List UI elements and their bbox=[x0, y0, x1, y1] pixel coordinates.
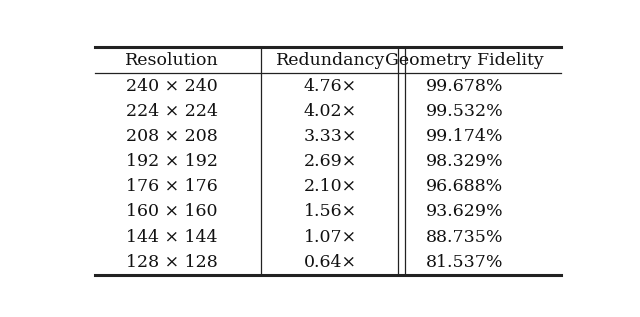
Text: 240 × 240: 240 × 240 bbox=[126, 78, 218, 94]
Text: 81.537%: 81.537% bbox=[426, 254, 503, 271]
Text: 99.174%: 99.174% bbox=[426, 128, 503, 145]
Text: Geometry Fidelity: Geometry Fidelity bbox=[385, 51, 544, 68]
Text: 224 × 224: 224 × 224 bbox=[125, 103, 218, 120]
Text: 3.33×: 3.33× bbox=[304, 128, 357, 145]
Text: 2.10×: 2.10× bbox=[304, 178, 357, 195]
Text: 99.678%: 99.678% bbox=[426, 78, 503, 94]
Text: 176 × 176: 176 × 176 bbox=[126, 178, 218, 195]
Text: 96.688%: 96.688% bbox=[426, 178, 503, 195]
Text: 192 × 192: 192 × 192 bbox=[125, 153, 218, 170]
Text: 4.02×: 4.02× bbox=[304, 103, 357, 120]
Text: 160 × 160: 160 × 160 bbox=[126, 204, 218, 220]
Text: 2.69×: 2.69× bbox=[304, 153, 357, 170]
Text: 99.532%: 99.532% bbox=[426, 103, 503, 120]
Text: 208 × 208: 208 × 208 bbox=[126, 128, 218, 145]
Text: 144 × 144: 144 × 144 bbox=[126, 229, 218, 246]
Text: 0.64×: 0.64× bbox=[304, 254, 357, 271]
Text: 4.76×: 4.76× bbox=[304, 78, 357, 94]
Text: 93.629%: 93.629% bbox=[426, 204, 503, 220]
Text: Resolution: Resolution bbox=[125, 51, 219, 68]
Text: 1.07×: 1.07× bbox=[304, 229, 357, 246]
Text: 88.735%: 88.735% bbox=[426, 229, 503, 246]
Text: 98.329%: 98.329% bbox=[426, 153, 503, 170]
Text: 1.56×: 1.56× bbox=[304, 204, 357, 220]
Text: 128 × 128: 128 × 128 bbox=[126, 254, 218, 271]
Text: Redundancy: Redundancy bbox=[276, 51, 385, 68]
